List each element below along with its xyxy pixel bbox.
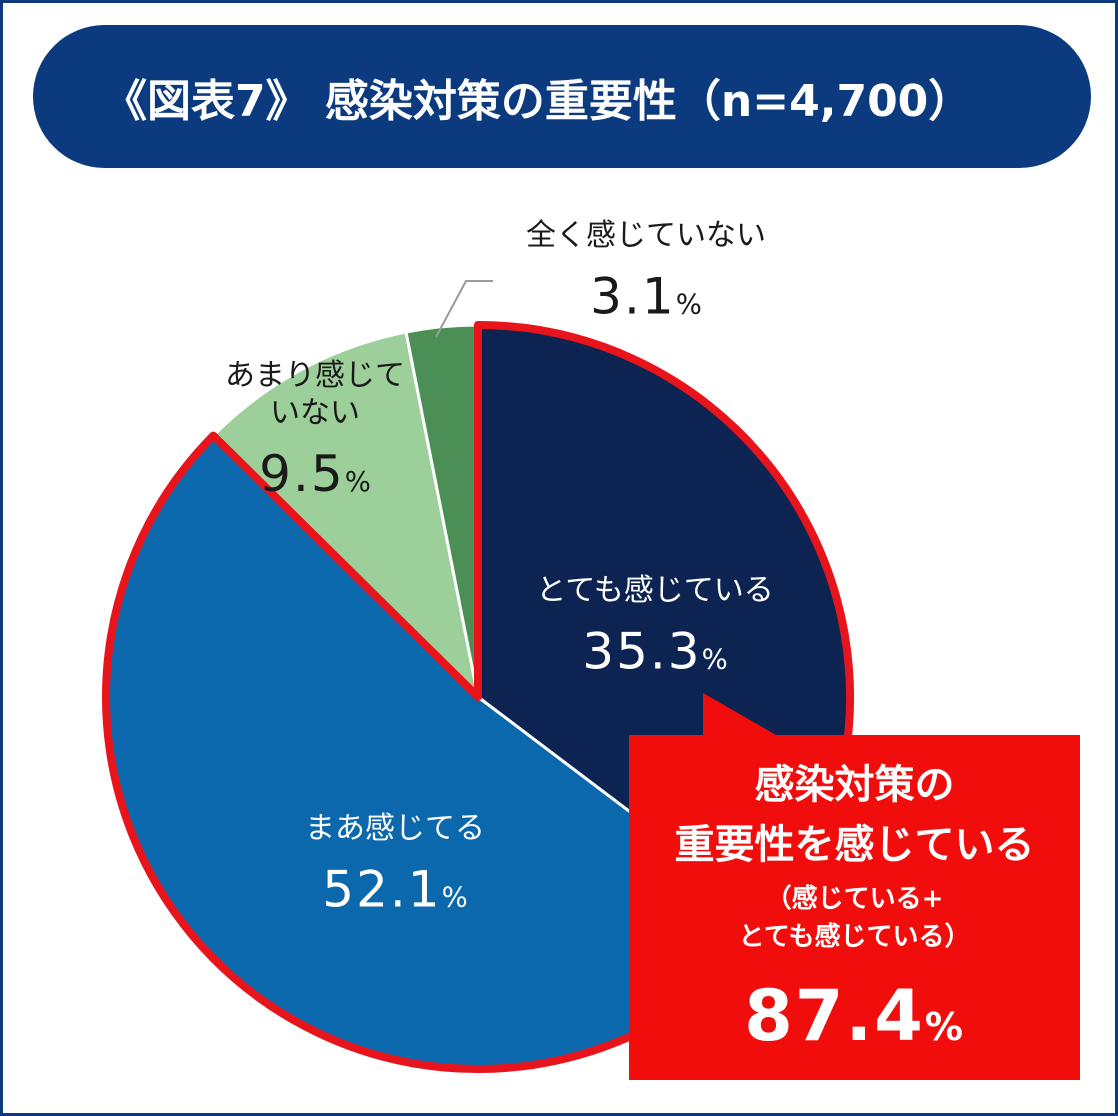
- leader-line-small-slice: [435, 280, 493, 338]
- callout-line-3: （感じている+: [765, 884, 944, 914]
- pie-slice-2: [211, 330, 481, 702]
- slice-label-2-line-0: あまり感じて: [225, 358, 405, 393]
- slice-value-3: 3.1%: [590, 268, 702, 326]
- slice-value-unit-1: %: [442, 882, 468, 914]
- slice-label-3-line-0: 全く感じていない: [526, 218, 766, 253]
- slice-value-number-0: 35.3: [582, 623, 701, 681]
- callout-line-2: 重要性を感じている: [674, 822, 1035, 868]
- callout-total-value: 87.4: [744, 975, 925, 1057]
- slice-value-2: 9.5%: [259, 445, 371, 503]
- callout-total-unit: %: [924, 1005, 965, 1049]
- callout-shape: [629, 693, 1080, 1080]
- callout-box: 感染対策の 重要性を感じている （感じている+ とても感じている） 87.4%: [629, 735, 1080, 1080]
- slice-value-unit-3: %: [676, 289, 702, 321]
- chart-title: 《図表7》 感染対策の重要性（n=4,700）: [103, 75, 973, 127]
- slice-label-1-line-0: まあ感じてる: [305, 811, 485, 846]
- slice-value-unit-2: %: [345, 466, 371, 498]
- title-banner: 《図表7》 感染対策の重要性（n=4,700）: [33, 25, 1091, 168]
- slice-value-number-2: 9.5: [259, 445, 345, 503]
- slice-value-0: 35.3%: [582, 623, 727, 681]
- slice-value-number-3: 3.1: [590, 268, 676, 326]
- leader-lines: [435, 280, 493, 338]
- callout-total: 87.4%: [629, 973, 1080, 1070]
- callout-line-1: 感染対策の: [754, 762, 955, 808]
- slice-value-number-1: 52.1: [322, 861, 441, 919]
- callout-line-4: とても感じている）: [738, 922, 971, 952]
- slice-value-unit-0: %: [702, 644, 728, 676]
- slice-value-1: 52.1%: [322, 861, 467, 919]
- highlight-outline: [102, 321, 854, 1073]
- slice-label-0-line-0: とても感じている: [536, 573, 774, 608]
- slice-label-2-line-1: いない: [270, 396, 360, 431]
- callout-background: [629, 693, 1080, 1080]
